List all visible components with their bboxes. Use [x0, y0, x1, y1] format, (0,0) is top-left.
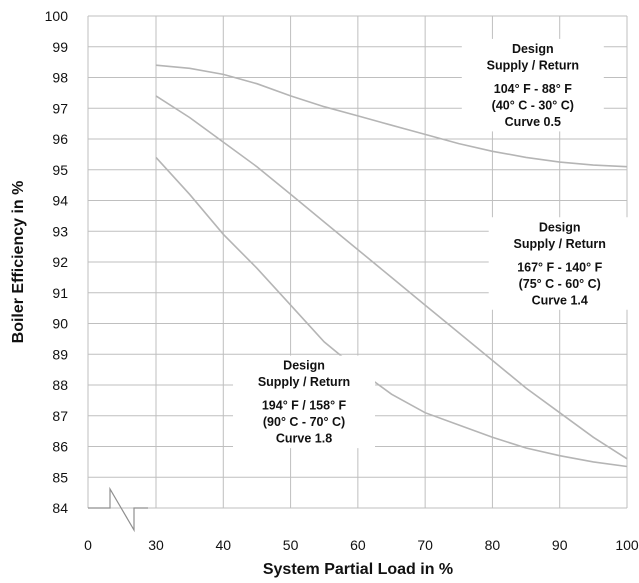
y-tick-label: 100 [45, 8, 69, 24]
annotation-line: Supply / Return [258, 375, 350, 389]
y-tick-label: 97 [52, 100, 68, 116]
annotation-box [488, 217, 631, 310]
y-tick-label: 99 [52, 39, 68, 55]
annotation-line: Supply / Return [487, 58, 579, 72]
y-tick-label: 90 [52, 316, 68, 332]
annotation-line: Design [539, 220, 581, 234]
y-tick-label: 84 [52, 500, 68, 516]
annotation-layer: Design Supply / Return 104° F - 88° F (40° … [233, 38, 631, 449]
series-line-3 [155, 156, 628, 468]
y-axis-title: Boiler Efficiency in % [10, 181, 27, 344]
y-tick-label: 87 [52, 408, 68, 424]
y-tick-label: 94 [52, 193, 68, 209]
annotation-line: (40° C - 30° C) [492, 98, 574, 112]
x-tick-label: 100 [615, 537, 639, 553]
x-axis-title: System Partial Load in % [263, 561, 453, 578]
y-tick-label: 93 [52, 223, 68, 239]
y-tick-label: 95 [52, 162, 68, 178]
x-tick-label: 70 [417, 537, 433, 553]
annotation-line: Curve 1.4 [532, 293, 588, 307]
annotation-line: Design [512, 42, 554, 56]
annotation-box [233, 355, 376, 449]
axis-break-marker [88, 486, 148, 533]
annotation-line: 167° F - 140° F [517, 260, 602, 274]
annotation-line: Curve 1.8 [276, 432, 332, 446]
y-tick-label: 85 [52, 469, 68, 485]
annotation-line: (75° C - 60° C) [519, 277, 601, 291]
x-tick-label: 60 [350, 537, 366, 553]
annotation-curve-05: Design Supply / Return 104° F - 88° F (40° … [461, 38, 604, 132]
series-line-1 [155, 64, 628, 168]
y-tick-label: 88 [52, 377, 68, 393]
annotation-curve-18: Design Supply / Return 194° F / 158° F (90°… [233, 355, 376, 449]
y-tick-label: 86 [52, 439, 68, 455]
series-line-2 [155, 95, 628, 460]
annotation-line: Design [283, 359, 325, 373]
annotation-line: 194° F / 158° F [262, 399, 347, 413]
series-layer [155, 64, 628, 468]
x-tick-label: 40 [215, 537, 231, 553]
annotation-curve-14: Design Supply / Return 167° F - 140° F (75°… [488, 217, 631, 310]
y-tick-label: 91 [52, 285, 68, 301]
x-tick-label: 0 [84, 537, 92, 553]
annotation-line: (90° C - 70° C) [263, 415, 345, 429]
x-tick-label: 80 [485, 537, 501, 553]
annotation-line: 104° F - 88° F [494, 82, 572, 96]
annotation-box [461, 38, 604, 132]
tick-layer: 84 85 86 87 88 89 90 91 92 93 94 95 96 97 98 99 100 0 30 40… [45, 8, 639, 553]
y-tick-label: 89 [52, 346, 68, 362]
x-tick-label: 90 [552, 537, 568, 553]
y-tick-label: 96 [52, 131, 68, 147]
x-tick-label: 50 [283, 537, 299, 553]
annotation-line: Curve 0.5 [505, 115, 561, 129]
y-tick-label: 92 [52, 254, 68, 270]
annotation-line: Supply / Return [514, 237, 606, 251]
x-tick-label: 30 [148, 537, 164, 553]
y-tick-label: 98 [52, 70, 68, 86]
